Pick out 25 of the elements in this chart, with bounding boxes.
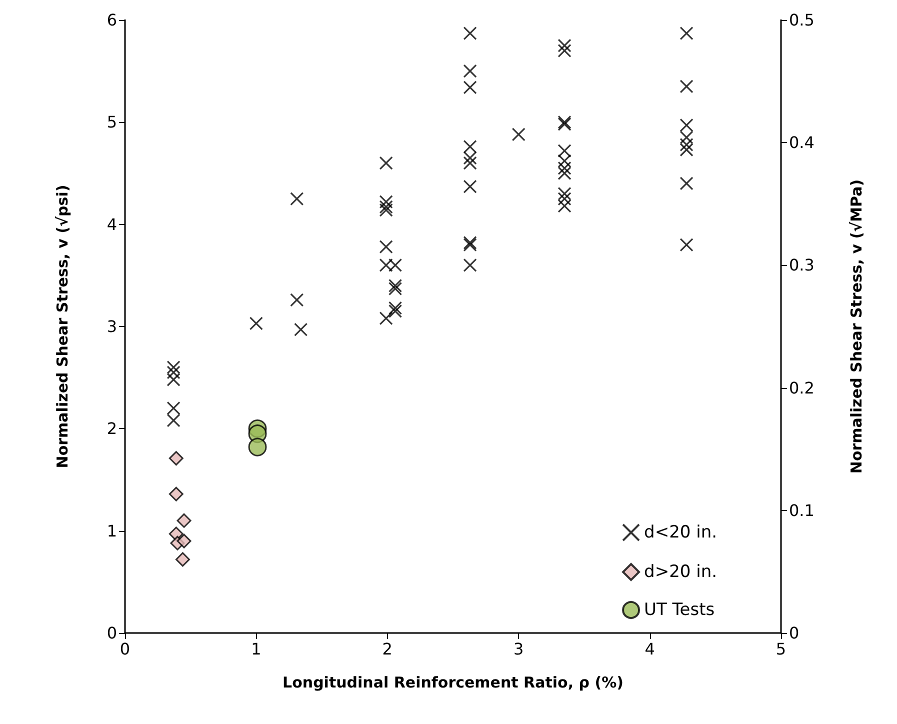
y2-tick-label: 0.2 — [789, 378, 814, 398]
y2-tick-label: 0.5 — [789, 10, 814, 30]
y2-tick-label: 0.4 — [789, 133, 814, 152]
y-tick-label: 5 — [106, 112, 117, 132]
y-tick-label: 3 — [106, 317, 117, 336]
legend-label: d<20 in. — [644, 522, 718, 542]
x-tick-label: 5 — [776, 640, 786, 658]
y2-axis-title: Normalized Shear Stress, v (√MPa) — [848, 179, 866, 474]
y2-tick-label: 0.3 — [789, 256, 814, 275]
x-axis-title: Longitudinal Reinforcement Ratio, ρ (%) — [282, 674, 624, 692]
y-tick-label: 1 — [106, 521, 117, 540]
y-tick-label: 4 — [106, 214, 117, 234]
y2-tick-label: 0 — [789, 624, 800, 642]
y-tick-label: 0 — [106, 624, 117, 642]
y-tick-label: 6 — [106, 10, 117, 30]
y-axis-title: Normalized Shear Stress, v (√psi) — [54, 184, 72, 468]
legend-label: UT Tests — [644, 600, 715, 620]
x-tick-label: 0 — [120, 640, 130, 658]
legend-label: d>20 in. — [644, 562, 718, 582]
y2-tick-label: 0.1 — [789, 500, 814, 520]
x-tick-label: 3 — [514, 640, 524, 658]
y-tick-label: 2 — [106, 419, 117, 438]
x-tick-label: 2 — [382, 640, 392, 658]
x-tick-label: 4 — [644, 640, 655, 658]
x-tick-label: 1 — [251, 640, 262, 658]
